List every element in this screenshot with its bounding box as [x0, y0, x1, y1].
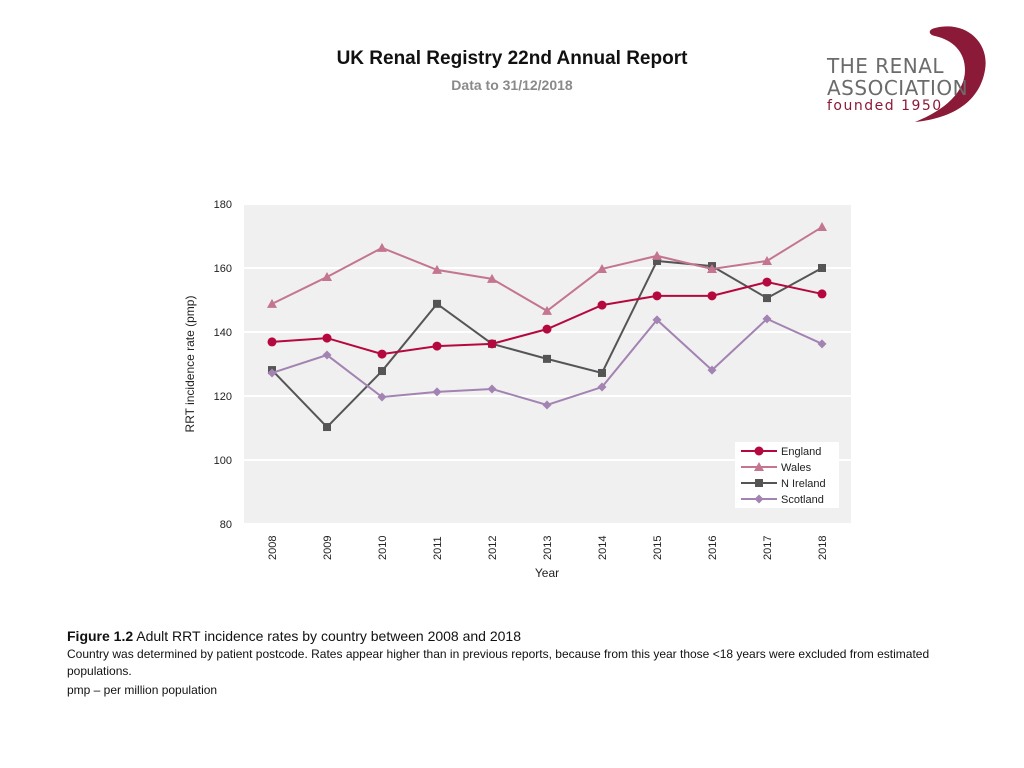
- data-point: [817, 222, 827, 232]
- data-point: [652, 291, 662, 301]
- x-tick-label: 2011: [432, 536, 444, 560]
- kidney-swoosh-icon: [915, 26, 986, 122]
- data-point: [378, 367, 386, 376]
- legend-item: Scotland: [741, 494, 824, 506]
- series-england: [267, 277, 827, 359]
- y-tick-label: 140: [214, 327, 232, 339]
- data-point: [433, 299, 441, 308]
- data-point: [487, 273, 497, 283]
- figure-caption: Figure 1.2 Adult RRT incidence rates by …: [67, 628, 967, 699]
- data-point: [598, 368, 606, 377]
- data-point: [707, 291, 717, 301]
- data-point: [432, 341, 442, 351]
- legend-marker-square-icon: [755, 479, 763, 487]
- legend-item: England: [741, 446, 821, 458]
- data-point: [707, 365, 717, 375]
- caption-note: Country was determined by patient postco…: [67, 647, 930, 678]
- data-point: [267, 337, 277, 347]
- data-point: [762, 314, 772, 324]
- x-tick-label: 2015: [652, 536, 664, 560]
- x-tick-label: 2017: [762, 536, 774, 560]
- renal-association-logo: THE RENAL ASSOCIATION founded 1950: [815, 22, 995, 132]
- y-tick-labels: 80 100 120 140 160 180: [214, 199, 232, 531]
- legend-item: Wales: [741, 462, 812, 474]
- x-tick-label: 2012: [487, 536, 499, 560]
- legend-marker-triangle-icon: [754, 462, 764, 471]
- legend-label: Scotland: [781, 494, 824, 506]
- data-point: [652, 315, 662, 325]
- x-tick-label: 2016: [707, 536, 719, 560]
- series-scotland: [267, 314, 827, 410]
- data-point: [762, 277, 772, 287]
- logo-line-1: THE RENAL: [827, 54, 945, 78]
- x-tick-label: 2014: [597, 536, 609, 560]
- legend-label: Wales: [781, 462, 812, 474]
- data-point: [762, 255, 772, 265]
- legend-marker-circle-icon: [754, 446, 764, 456]
- data-point: [817, 339, 827, 349]
- data-point: [817, 289, 827, 299]
- figure-label: Figure 1.2: [67, 628, 134, 644]
- data-point: [377, 349, 387, 359]
- data-point: [267, 368, 277, 378]
- data-point: [377, 392, 387, 402]
- legend-label: England: [781, 446, 821, 458]
- figure-title: Adult RRT incidence rates by country bet…: [133, 628, 521, 644]
- data-point: [322, 333, 332, 343]
- data-point: [543, 354, 551, 363]
- legend-box: [735, 442, 839, 508]
- y-tick-label: 160: [214, 263, 232, 275]
- x-tick-label: 2008: [267, 536, 279, 560]
- legend: England Wales N Ireland Scotland: [735, 442, 839, 508]
- legend-item: N Ireland: [741, 478, 826, 490]
- y-tick-label: 80: [220, 519, 232, 531]
- y-tick-label: 120: [214, 391, 232, 403]
- logo-line-3: founded 1950: [827, 98, 943, 114]
- data-point: [323, 423, 331, 432]
- x-tick-label: 2010: [377, 536, 389, 560]
- report-title: UK Renal Registry 22nd Annual Report: [336, 48, 688, 69]
- x-tick-labels: 2008 2009 2010 2011 2012 2013 2014 2015 2016 2017…: [267, 536, 829, 560]
- data-point: [597, 263, 607, 273]
- x-axis-label: Year: [535, 566, 559, 580]
- x-tick-label: 2018: [817, 536, 829, 560]
- data-point: [432, 264, 442, 274]
- x-tick-label: 2013: [542, 536, 554, 560]
- logo-line-2: ASSOCIATION: [827, 76, 969, 100]
- data-point: [652, 250, 662, 260]
- data-point: [377, 242, 387, 252]
- data-point: [707, 263, 717, 273]
- series-group: [267, 222, 827, 432]
- legend-marker-diamond-icon: [754, 494, 764, 504]
- data-point: [432, 387, 442, 397]
- data-point: [487, 339, 497, 349]
- data-point: [653, 256, 661, 265]
- data-point: [487, 384, 497, 394]
- data-point: [322, 350, 332, 360]
- y-axis-label: RRT incidence rate (pmp): [183, 296, 197, 433]
- y-tick-label: 180: [214, 199, 232, 211]
- data-point: [542, 324, 552, 334]
- data-point: [597, 300, 607, 310]
- x-tick-label: 2009: [322, 536, 334, 560]
- data-point: [818, 264, 826, 272]
- data-point: [763, 294, 771, 303]
- caption-pmp-note: pmp – per million population: [67, 683, 218, 697]
- data-point: [597, 382, 607, 392]
- legend-label: N Ireland: [781, 478, 826, 490]
- data-point: [267, 298, 277, 308]
- data-point: [322, 271, 332, 281]
- y-tick-label: 100: [214, 455, 232, 467]
- report-subtitle: Data to 31/12/2018: [451, 77, 573, 93]
- data-point: [542, 305, 552, 315]
- data-point: [542, 400, 552, 410]
- series-wales: [267, 222, 827, 315]
